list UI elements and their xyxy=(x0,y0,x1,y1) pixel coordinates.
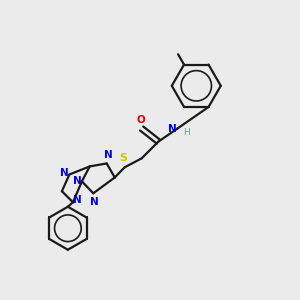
Text: H: H xyxy=(183,128,190,136)
Text: N: N xyxy=(103,150,112,160)
Text: N: N xyxy=(167,124,176,134)
Text: N: N xyxy=(60,168,69,178)
Text: O: O xyxy=(136,115,145,124)
Text: N: N xyxy=(74,195,82,205)
Text: N: N xyxy=(90,197,99,207)
Text: S: S xyxy=(119,153,128,164)
Text: N: N xyxy=(73,176,82,186)
